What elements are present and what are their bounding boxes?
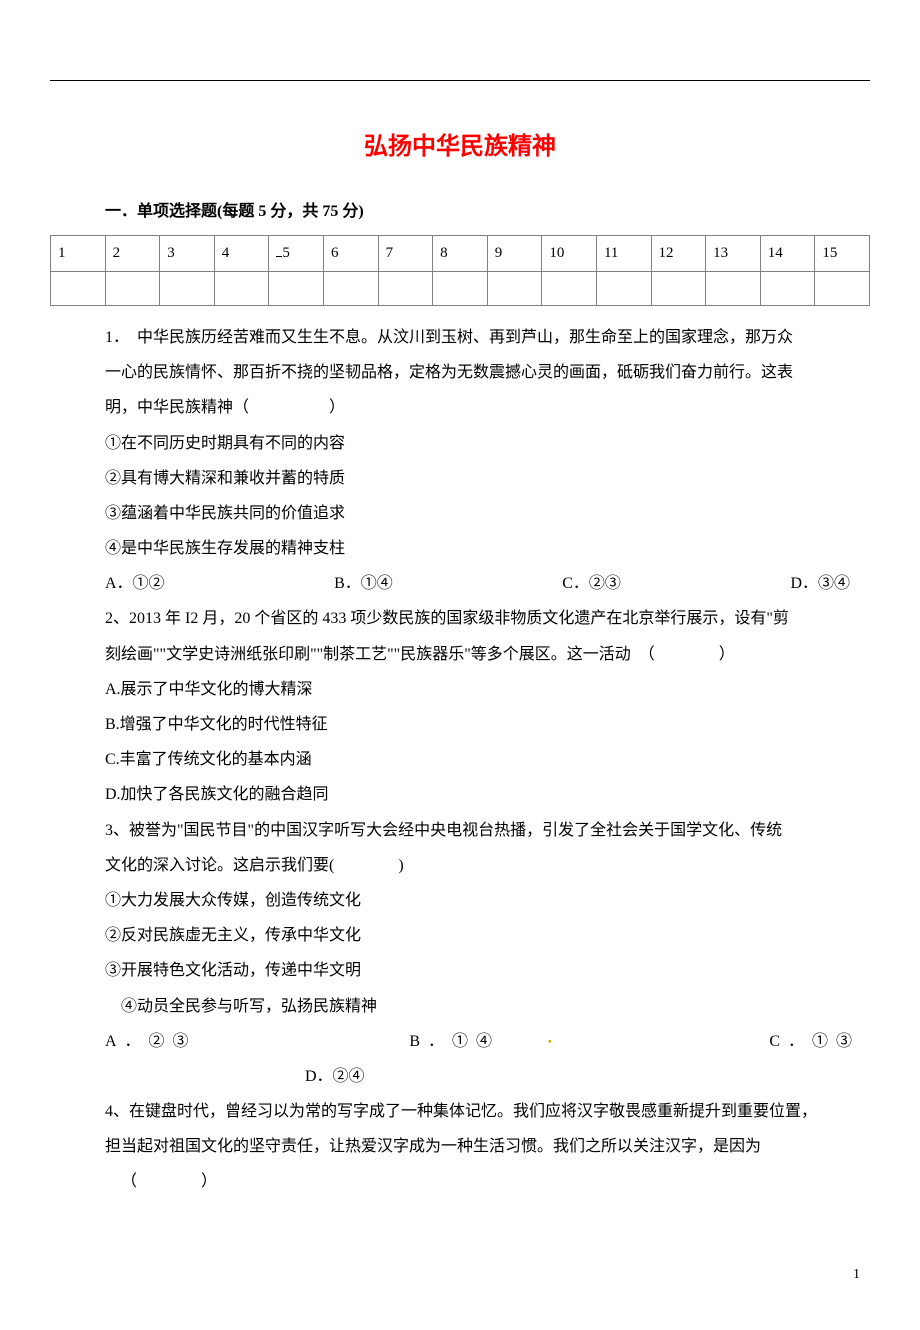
top-rule <box>50 80 870 81</box>
grid-answer-cell <box>815 271 870 305</box>
grid-answer-cell <box>323 271 378 305</box>
q1-stem: 一心的民族情怀、那百折不挠的坚韧品格，定格为无数震撼心灵的画面，砥砺我们奋力前行… <box>105 355 860 390</box>
q2-optB: B.增强了中华文化的时代性特征 <box>105 707 860 742</box>
grid-answer-cell <box>269 271 324 305</box>
grid-head-cell: 12 <box>651 235 706 271</box>
grid-head-cell: 9 <box>487 235 542 271</box>
q3-item1: ①大力发展大众传媒，创造传统文化 <box>105 883 860 918</box>
q1-stem: 1． 中华民族历经苦难而又生生不息。从汶川到玉树、再到芦山，那生命至上的国家理念… <box>105 320 860 355</box>
grid-answer-row <box>51 271 870 305</box>
q1-item2: ②具有博大精深和兼收并蓄的特质 <box>105 461 860 496</box>
grid-head-cell: 5 <box>269 235 324 271</box>
q4-stem: （ ） <box>105 1164 860 1199</box>
q1-optA: A．①② <box>105 566 165 601</box>
q1-optD: D．③④ <box>790 566 850 601</box>
q3-optA: A．②③ <box>105 1024 197 1059</box>
q3-options-row1: A．②③ B．①④ ▪ C．①③ <box>105 1024 860 1059</box>
q2-stem: 刻绘画""文学史诗洲纸张印刷""制茶工艺""民族器乐"等多个展区。这一活动 （ … <box>105 637 860 672</box>
artifact-dot: ▪ <box>548 1036 557 1047</box>
q4-stem: 担当起对祖国文化的坚守责任，让热爱汉字成为一种生活习惯。我们之所以关注汉字，是因… <box>105 1129 860 1164</box>
grid-head-cell: 11 <box>596 235 651 271</box>
q3-stem: 文化的深入讨论。这启示我们要( ) <box>105 848 860 883</box>
grid-head-cell: 8 <box>433 235 488 271</box>
grid-answer-cell <box>378 271 433 305</box>
q3-optC: C．①③ <box>769 1024 860 1059</box>
grid-answer-cell <box>487 271 542 305</box>
q1-item3: ③蕴涵着中华民族共同的价值追求 <box>105 496 860 531</box>
q1-item1: ①在不同历史时期具有不同的内容 <box>105 426 860 461</box>
grid-head-cell: 10 <box>542 235 597 271</box>
q3-item2: ②反对民族虚无主义，传承中华文化 <box>105 918 860 953</box>
q1-stem: 明，中华民族精神（ ） <box>105 390 860 425</box>
q4-stem: 4、在键盘时代，曾经习以为常的写字成了一种集体记忆。我们应将汉字敬畏感重新提升到… <box>105 1094 860 1129</box>
q2-stem: 2、2013 年 I2 月，20 个省区的 433 项少数民族的国家级非物质文化… <box>105 601 860 636</box>
grid-head-cell: 7 <box>378 235 433 271</box>
grid-head-cell: 3 <box>160 235 215 271</box>
grid-answer-cell <box>651 271 706 305</box>
q1-optC: C．②③ <box>562 566 621 601</box>
q3-optB: B．①④ ▪ <box>409 1024 556 1059</box>
grid-answer-cell <box>160 271 215 305</box>
grid-head-cell: 2 <box>105 235 160 271</box>
grid-answer-cell <box>542 271 597 305</box>
page-title: 弘扬中华民族精神 <box>50 121 870 174</box>
q3-optD: D．②④ <box>105 1059 860 1094</box>
q2-optC: C.丰富了传统文化的基本内涵 <box>105 742 860 777</box>
grid-header-row: 1 2 3 4 5 6 7 8 9 10 11 12 13 14 15 <box>51 235 870 271</box>
grid-answer-cell <box>433 271 488 305</box>
page-number: 1 <box>50 1260 870 1291</box>
q2-optA: A.展示了中华文化的博大精深 <box>105 672 860 707</box>
grid-head-cell: 14 <box>760 235 815 271</box>
q1-item4: ④是中华民族生存发展的精神支柱 <box>105 531 860 566</box>
q3-item4: ④动员全民参与听写，弘扬民族精神 <box>105 989 860 1024</box>
grid-head-cell: 4 <box>214 235 269 271</box>
content-body: 1． 中华民族历经苦难而又生生不息。从汶川到玉树、再到芦山，那生命至上的国家理念… <box>105 320 860 1200</box>
grid-head-cell: 6 <box>323 235 378 271</box>
grid-head-cell: 1 <box>51 235 106 271</box>
q3-item3: ③开展特色文化活动，传递中华文明 <box>105 953 860 988</box>
grid-answer-cell <box>105 271 160 305</box>
grid-answer-cell <box>760 271 815 305</box>
q1-options: A．①② B．①④ C．②③ D．③④ <box>105 566 860 601</box>
answer-grid: 1 2 3 4 5 6 7 8 9 10 11 12 13 14 15 <box>50 235 870 306</box>
grid-answer-cell <box>706 271 761 305</box>
grid-head-cell: 15 <box>815 235 870 271</box>
grid-answer-cell <box>51 271 106 305</box>
q1-optB: B．①④ <box>334 566 393 601</box>
grid-answer-cell <box>214 271 269 305</box>
q2-optD: D.加快了各民族文化的融合趋同 <box>105 777 860 812</box>
section-heading: 一．单项选择题(每题 5 分，共 75 分) <box>105 194 870 229</box>
grid-head-cell: 13 <box>706 235 761 271</box>
q3-stem: 3、被誉为"国民节目"的中国汉字听写大会经中央电视台热播，引发了全社会关于国学文… <box>105 813 860 848</box>
grid-answer-cell <box>596 271 651 305</box>
